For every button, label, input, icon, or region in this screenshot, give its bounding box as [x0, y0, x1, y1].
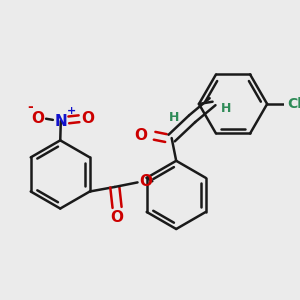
Text: O: O — [111, 210, 124, 225]
Text: N: N — [54, 113, 67, 128]
Text: +: + — [66, 106, 76, 116]
Text: O: O — [82, 111, 94, 126]
Text: O: O — [139, 174, 152, 189]
Text: O: O — [32, 111, 45, 126]
Text: -: - — [27, 100, 33, 114]
Text: H: H — [221, 102, 231, 115]
Text: H: H — [169, 111, 179, 124]
Text: O: O — [134, 128, 148, 143]
Text: Cl: Cl — [287, 97, 300, 111]
